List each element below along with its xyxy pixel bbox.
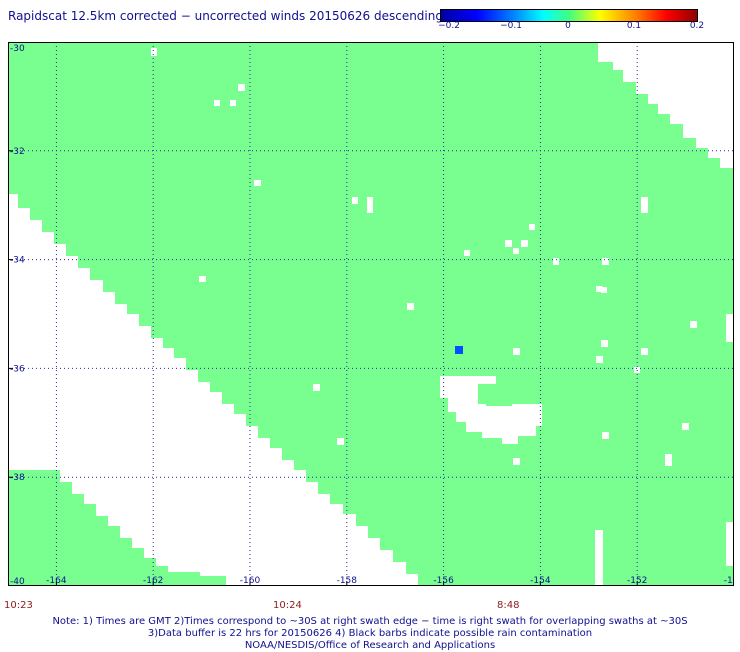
gap-cell [337,438,344,445]
gap-cell [602,258,609,265]
gap-cell [513,248,519,254]
gap-cell [521,240,528,247]
swath-island [486,394,512,406]
wind-difference-map: -30-32-34-36-38-40 -164 -162 -160 -158 -156-… [8,42,734,586]
gap-cell [238,84,245,91]
swath-secondary [8,470,226,586]
gap-cell [230,100,236,106]
lat-lon-grid [8,42,734,586]
gap-cell [214,100,220,106]
swath-main [8,42,734,586]
lat-label: -38 [10,473,25,483]
note-line: 3)Data buffer is 22 hrs for 20150626 4) … [147,628,593,639]
gap-cell [553,258,559,265]
gap-cell [199,276,206,282]
lon-label: -156 [433,576,454,586]
swath-island [526,394,540,404]
lon-label: -154 [530,576,551,586]
gap-cell [513,458,520,465]
gap-cell [726,522,734,566]
map-frame [8,42,734,586]
gap-cell [665,454,672,466]
note-line: NOAA/NESDIS/Office of Research and Appli… [244,640,496,651]
gap-cell [513,348,520,355]
lon-label: -160 [240,576,261,586]
gap-cell [641,197,648,213]
gap-cell [595,530,603,586]
lon-label: -158 [337,576,358,586]
lat-label: -34 [10,256,25,266]
colorbar [440,9,698,22]
gap-cell [690,321,697,328]
gap-cell [601,340,608,347]
gap-cell [505,240,512,247]
gap-cell [407,303,414,310]
colorbar-tick: −0.2 [438,21,460,31]
gap-cell [254,180,261,186]
note-line: Note: 1) Times are GMT 2)Times correspon… [52,616,688,627]
gap-cell [464,250,470,256]
lat-label: -36 [10,364,25,374]
colorbar-tick: 0.1 [626,21,642,31]
swath-layer [8,42,734,586]
gap-cell [151,48,157,56]
gap-cell [641,348,648,355]
lon-label: -150 [724,576,734,586]
lon-label: -162 [143,576,163,586]
gap-cell [596,286,602,292]
gap-cell [726,314,734,342]
time-label: 10:24 [273,600,302,611]
lon-labels: -164 -162 -160 -158 -156 -154 -152 -150 [46,576,734,586]
lat-label: -30 [10,44,25,54]
gap-cell [602,432,609,439]
colorbar-tick: −0.1 [500,21,522,31]
time-label: 8:48 [497,600,520,611]
lon-label: -164 [46,576,67,586]
colorbar-tick: 0.2 [689,21,705,31]
map-title: Rapidscat 12.5km corrected − uncorrected… [8,9,443,23]
gap-cell [601,287,607,293]
highlight-cell [455,346,463,354]
gap-cluster [440,376,542,444]
gap-cell [596,356,603,363]
gap-cell [529,224,535,230]
gap-cell [313,384,320,391]
colorbar-tick: 0 [565,21,571,31]
lat-label: -40 [10,577,25,586]
lon-label: -152 [627,576,647,586]
negative-value-cell [455,346,463,354]
gap-cell [352,197,358,204]
footer-notes: Note: 1) Times are GMT 2)Times correspon… [0,616,740,652]
gap-cell [682,423,689,430]
lat-label: -32 [10,147,25,157]
gap-cell [367,197,373,213]
lat-labels: -30 -32 -34 -36 -38 -40 [10,44,25,586]
time-label: 10:23 [4,600,33,611]
